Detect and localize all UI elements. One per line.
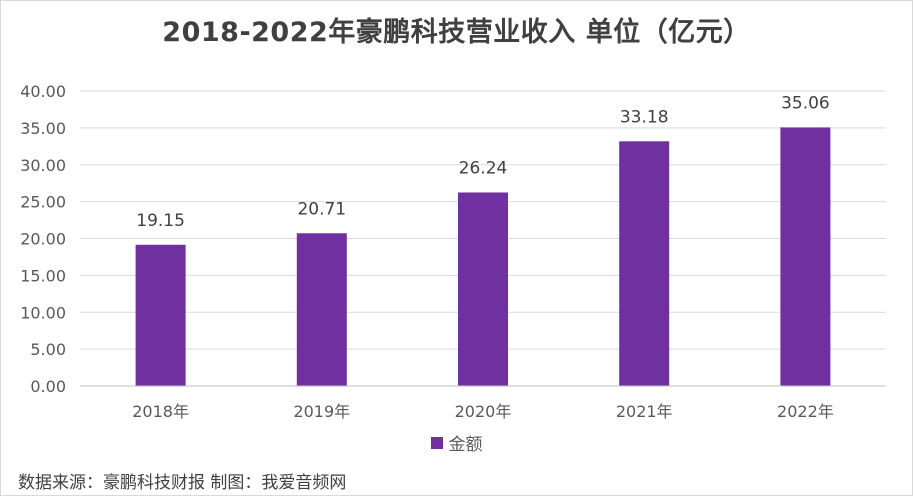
x-tick-label: 2020年 bbox=[455, 402, 512, 421]
bar bbox=[780, 127, 831, 387]
y-tick-label: 10.00 bbox=[20, 303, 66, 322]
bar bbox=[619, 141, 670, 386]
legend-swatch bbox=[430, 436, 443, 449]
x-tick-label: 2018年 bbox=[132, 402, 189, 421]
y-tick-label: 35.00 bbox=[20, 119, 66, 138]
y-tick-label: 30.00 bbox=[20, 156, 66, 175]
y-tick-label: 25.00 bbox=[20, 193, 66, 212]
legend-label: 金额 bbox=[448, 435, 483, 455]
data-label: 35.06 bbox=[781, 93, 830, 113]
data-label: 20.71 bbox=[297, 199, 346, 219]
x-tick-label: 2019年 bbox=[293, 402, 350, 421]
data-label: 26.24 bbox=[459, 158, 508, 178]
data-label: 19.15 bbox=[136, 211, 185, 231]
source-note: 数据来源：豪鹏科技财报 制图：我爱音频网 bbox=[18, 473, 347, 493]
bar bbox=[458, 192, 508, 386]
x-tick-label: 2021年 bbox=[616, 402, 673, 421]
y-tick-label: 20.00 bbox=[20, 230, 66, 249]
data-label: 33.18 bbox=[620, 107, 669, 127]
y-tick-label: 5.00 bbox=[30, 340, 66, 359]
legend: 金额 bbox=[0, 430, 913, 455]
bar bbox=[135, 244, 186, 386]
y-tick-label: 40.00 bbox=[20, 82, 66, 101]
y-tick-label: 15.00 bbox=[20, 266, 66, 285]
chart-title: 2018-2022年豪鹏科技营业收入 单位（亿元） bbox=[162, 17, 751, 48]
y-tick-label: 0.00 bbox=[30, 377, 66, 396]
x-tick-label: 2022年 bbox=[777, 402, 834, 421]
bar bbox=[296, 233, 347, 386]
